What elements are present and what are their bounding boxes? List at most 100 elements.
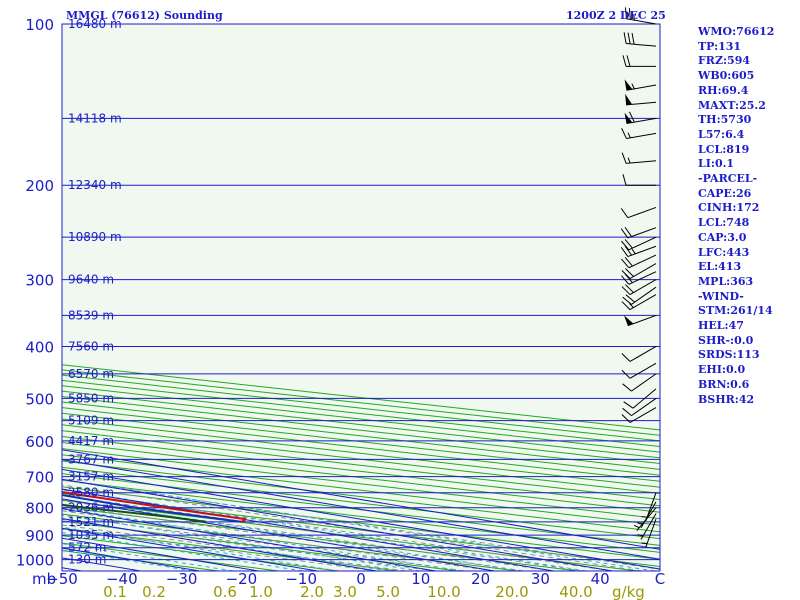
temperature-tick-label: −20	[226, 570, 258, 588]
dry-adiabat	[62, 513, 519, 571]
moist-adiabat	[62, 528, 377, 571]
station-title: MMGL (76612) Sounding	[66, 9, 223, 22]
barb-half-flag	[627, 157, 631, 164]
height-label: 14118 m	[68, 111, 122, 125]
wind-barb	[623, 32, 657, 47]
height-label: 8539 m	[68, 308, 114, 322]
dry-adiabat	[62, 379, 660, 447]
barb-half-flag	[629, 303, 634, 308]
wind-barb	[621, 152, 657, 164]
barb-flag	[628, 8, 631, 20]
barb-flag	[625, 268, 634, 277]
temperature-tick-label: 30	[531, 570, 550, 588]
mixing-ratio-unit: g/kg	[612, 583, 645, 600]
isotherm	[62, 478, 613, 571]
stat-line: BRN:0.6	[698, 377, 750, 391]
wind-barb	[624, 7, 657, 25]
dry-adiabat	[62, 390, 660, 459]
barb-staff	[631, 373, 657, 392]
barb-flag	[622, 383, 632, 392]
plot-border	[61, 23, 661, 572]
stat-line: EHI:0.0	[698, 363, 746, 377]
height-label: 9640 m	[68, 273, 114, 287]
dry-adiabat	[62, 369, 660, 436]
wind-barb	[622, 286, 657, 305]
barb-flag	[621, 286, 631, 295]
stat-line: -WIND-	[698, 289, 744, 303]
pressure-tick-label: 800	[25, 500, 54, 518]
wind-barb	[621, 271, 657, 285]
dry-adiabat	[62, 506, 578, 571]
barb-staff	[645, 518, 657, 548]
dry-adiabat	[62, 479, 660, 553]
stat-line: LI:0.1	[698, 157, 735, 171]
moist-adiabat	[62, 500, 554, 571]
barb-staff	[627, 245, 657, 258]
height-label: 572 m	[68, 541, 106, 555]
barb-staff	[628, 254, 657, 269]
temperature-tick-label: −50	[46, 570, 78, 588]
barb-staff	[629, 362, 657, 379]
barb-staff	[629, 407, 657, 423]
temperature-tick-label: 20	[471, 570, 490, 588]
temperature-tick-label: 40	[591, 570, 610, 588]
barb-flag	[621, 258, 630, 269]
wind-barb	[623, 388, 657, 409]
stat-line: WMO:76612	[698, 25, 775, 38]
parcel-profile	[62, 493, 242, 523]
barb-pennant	[624, 112, 633, 124]
dry-adiabat	[62, 374, 660, 442]
stat-line: RH:69.4	[698, 83, 749, 97]
barb-flag	[627, 32, 631, 44]
barb-flag	[629, 111, 635, 123]
stat-line: WB0:605	[698, 69, 755, 83]
barb-staff	[628, 236, 657, 251]
height-label: 130 m	[68, 553, 106, 567]
moist-adiabat	[62, 510, 495, 571]
height-label: 4417 m	[68, 434, 114, 448]
barb-flag	[624, 273, 633, 283]
wind-barb	[621, 254, 657, 269]
stat-line: MAXT:25.2	[698, 98, 766, 112]
stat-line: LCL:819	[698, 142, 750, 156]
stat-line: LCL:748	[698, 216, 750, 230]
barb-staff	[626, 18, 657, 25]
barb-half-flag	[633, 14, 635, 21]
dry-adiabat	[62, 385, 660, 453]
barb-flag	[624, 257, 633, 267]
barb-half-flag	[631, 248, 636, 255]
barb-flag	[625, 294, 636, 303]
height-label: 7560 m	[68, 339, 114, 353]
height-label: 6570 m	[68, 367, 114, 381]
mixing-ratio-line	[62, 478, 655, 571]
wind-barb	[622, 174, 656, 186]
barb-pennant	[624, 79, 633, 91]
mixing-ratio-line	[62, 507, 462, 571]
stat-line: SHR-:0.0	[698, 333, 754, 347]
pressure-tick-label: 100	[25, 16, 54, 34]
barb-staff	[631, 397, 657, 417]
barb-staff	[629, 294, 657, 311]
pressure-tick-label: 700	[25, 469, 54, 487]
stats-panel: WMO:76612 TP:131 FRZ:594 WB0:605 RH:69.4 MAXT…	[698, 25, 774, 407]
mixing-ratio-line	[62, 543, 234, 571]
mixing-ratio-line	[62, 513, 421, 571]
dry-adiabat	[62, 396, 660, 465]
height-label: 16480 m	[68, 17, 122, 31]
dry-adiabat	[62, 466, 660, 540]
barb-flag	[621, 275, 630, 285]
wind-barb	[621, 407, 657, 423]
barb-flag	[625, 284, 634, 293]
barb-staff	[629, 279, 657, 296]
pressure-tick-label: 1000	[16, 552, 54, 570]
barb-staff	[636, 507, 657, 532]
mixing-ratio-label: 2.0	[300, 583, 324, 600]
temperature-axis-end-label: C	[655, 570, 665, 588]
wind-barb	[621, 362, 657, 379]
mixing-ratio-line	[62, 526, 339, 571]
barb-flag	[621, 369, 631, 379]
height-label: 1521 m	[68, 515, 114, 529]
pressure-tick-label: 400	[25, 338, 54, 356]
dry-adiabat	[62, 401, 660, 470]
height-label: 2580 m	[68, 486, 114, 500]
